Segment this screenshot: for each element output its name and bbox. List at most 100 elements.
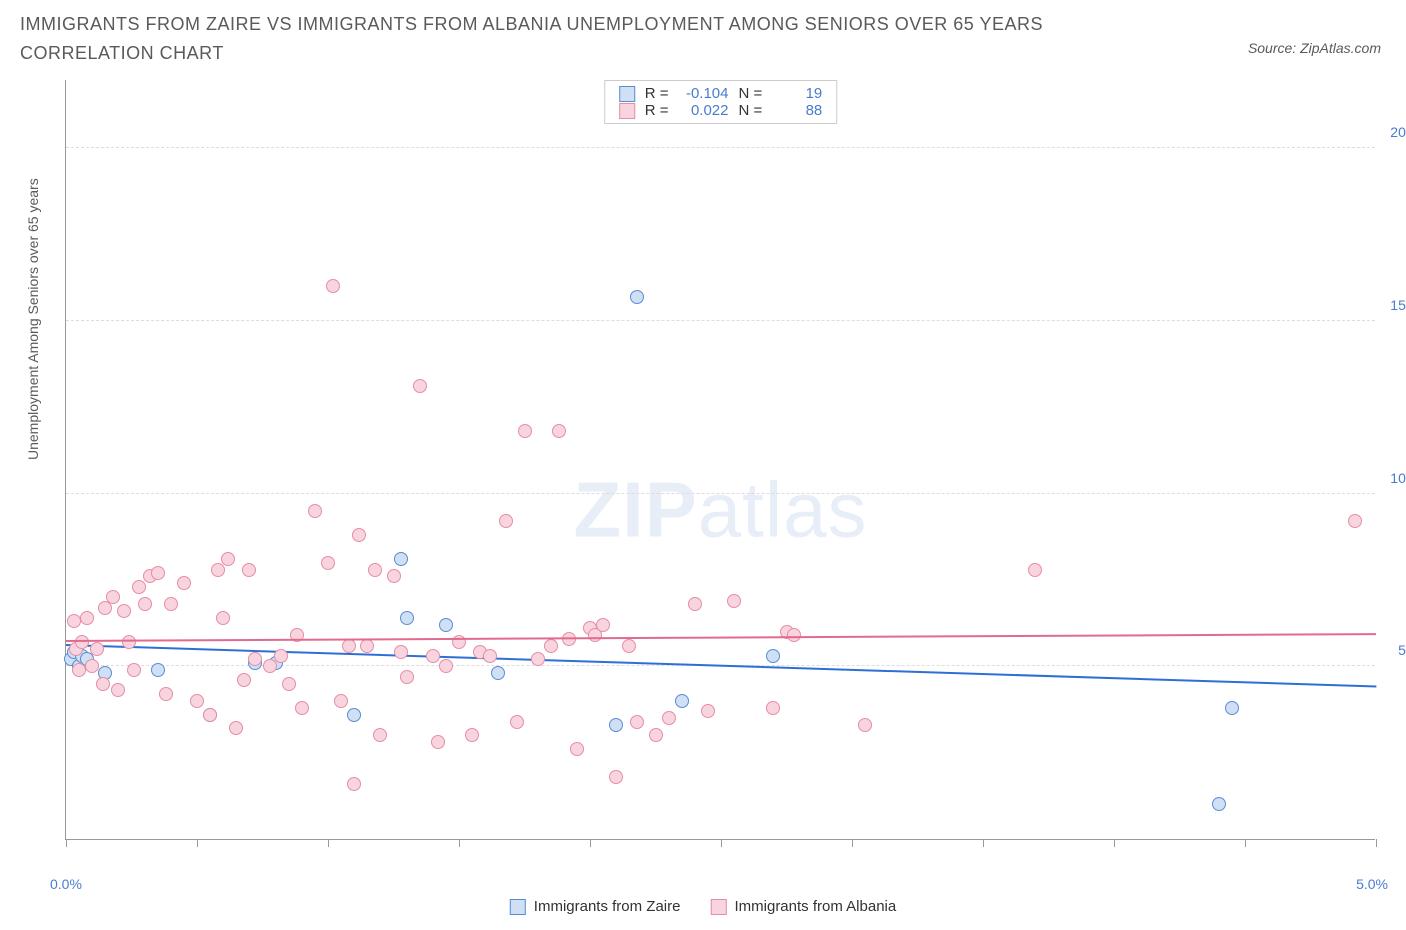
swatch-albania — [619, 103, 635, 119]
scatter-plot: ZIPatlas R = -0.104 N = 19 R = 0.022 N =… — [65, 80, 1375, 840]
swatch-albania — [710, 899, 726, 915]
data-point — [164, 597, 178, 611]
x-tick-label-right: 5.0% — [1356, 876, 1388, 892]
data-point — [630, 290, 644, 304]
y-tick-label: 20.0% — [1390, 124, 1406, 140]
x-tick — [66, 839, 67, 847]
data-point — [858, 718, 872, 732]
data-point — [518, 424, 532, 438]
data-point — [75, 635, 89, 649]
data-point — [347, 708, 361, 722]
data-point — [263, 659, 277, 673]
data-point — [373, 728, 387, 742]
data-point — [132, 580, 146, 594]
legend-row-albania: R = 0.022 N = 88 — [619, 102, 823, 119]
data-point — [242, 563, 256, 577]
data-point — [326, 279, 340, 293]
data-point — [177, 576, 191, 590]
legend-row-zaire: R = -0.104 N = 19 — [619, 85, 823, 102]
r-label: R = — [645, 102, 669, 119]
data-point — [368, 563, 382, 577]
data-point — [483, 649, 497, 663]
y-axis-label: Unemployment Among Seniors over 65 years — [25, 178, 41, 460]
data-point — [352, 528, 366, 542]
n-label: N = — [739, 102, 763, 119]
data-point — [544, 639, 558, 653]
watermark-light: atlas — [698, 466, 868, 554]
data-point — [766, 649, 780, 663]
watermark-bold: ZIP — [573, 466, 697, 554]
data-point — [122, 635, 136, 649]
data-point — [1028, 563, 1042, 577]
data-point — [321, 556, 335, 570]
data-point — [622, 639, 636, 653]
data-point — [387, 569, 401, 583]
data-point — [766, 701, 780, 715]
data-point — [609, 770, 623, 784]
data-point — [609, 718, 623, 732]
data-point — [413, 379, 427, 393]
data-point — [431, 735, 445, 749]
data-point — [342, 639, 356, 653]
data-point — [1212, 797, 1226, 811]
x-tick — [459, 839, 460, 847]
trend-line — [66, 633, 1376, 642]
legend-item-albania: Immigrants from Albania — [710, 898, 896, 915]
n-value-zaire: 19 — [772, 85, 822, 102]
x-tick — [1376, 839, 1377, 847]
data-point — [675, 694, 689, 708]
data-point — [347, 777, 361, 791]
data-point — [465, 728, 479, 742]
x-tick — [721, 839, 722, 847]
data-point — [531, 652, 545, 666]
swatch-zaire — [619, 86, 635, 102]
data-point — [1348, 514, 1362, 528]
data-point — [85, 659, 99, 673]
data-point — [159, 687, 173, 701]
data-point — [90, 642, 104, 656]
x-tick — [852, 839, 853, 847]
data-point — [727, 594, 741, 608]
data-point — [151, 566, 165, 580]
swatch-zaire — [510, 899, 526, 915]
data-point — [211, 563, 225, 577]
n-label: N = — [739, 85, 763, 102]
data-point — [439, 659, 453, 673]
gridline — [66, 147, 1375, 148]
data-point — [274, 649, 288, 663]
x-tick — [328, 839, 329, 847]
data-point — [295, 701, 309, 715]
data-point — [138, 597, 152, 611]
data-point — [67, 614, 81, 628]
data-point — [237, 673, 251, 687]
data-point — [570, 742, 584, 756]
data-point — [552, 424, 566, 438]
correlation-legend: R = -0.104 N = 19 R = 0.022 N = 88 — [604, 80, 838, 124]
data-point — [688, 597, 702, 611]
x-tick-label-left: 0.0% — [50, 876, 82, 892]
x-tick — [1245, 839, 1246, 847]
data-point — [596, 618, 610, 632]
x-tick — [1114, 839, 1115, 847]
data-point — [491, 666, 505, 680]
r-value-zaire: -0.104 — [679, 85, 729, 102]
r-label: R = — [645, 85, 669, 102]
data-point — [72, 663, 86, 677]
watermark: ZIPatlas — [573, 465, 867, 556]
y-tick-label: 15.0% — [1390, 297, 1406, 313]
data-point — [394, 552, 408, 566]
data-point — [400, 611, 414, 625]
series-name-albania: Immigrants from Albania — [734, 898, 896, 915]
data-point — [127, 663, 141, 677]
y-tick-label: 10.0% — [1390, 470, 1406, 486]
series-legend: Immigrants from Zaire Immigrants from Al… — [510, 898, 896, 915]
data-point — [334, 694, 348, 708]
data-point — [308, 504, 322, 518]
gridline — [66, 320, 1375, 321]
data-point — [649, 728, 663, 742]
x-tick — [983, 839, 984, 847]
data-point — [282, 677, 296, 691]
data-point — [216, 611, 230, 625]
data-point — [400, 670, 414, 684]
series-name-zaire: Immigrants from Zaire — [534, 898, 681, 915]
